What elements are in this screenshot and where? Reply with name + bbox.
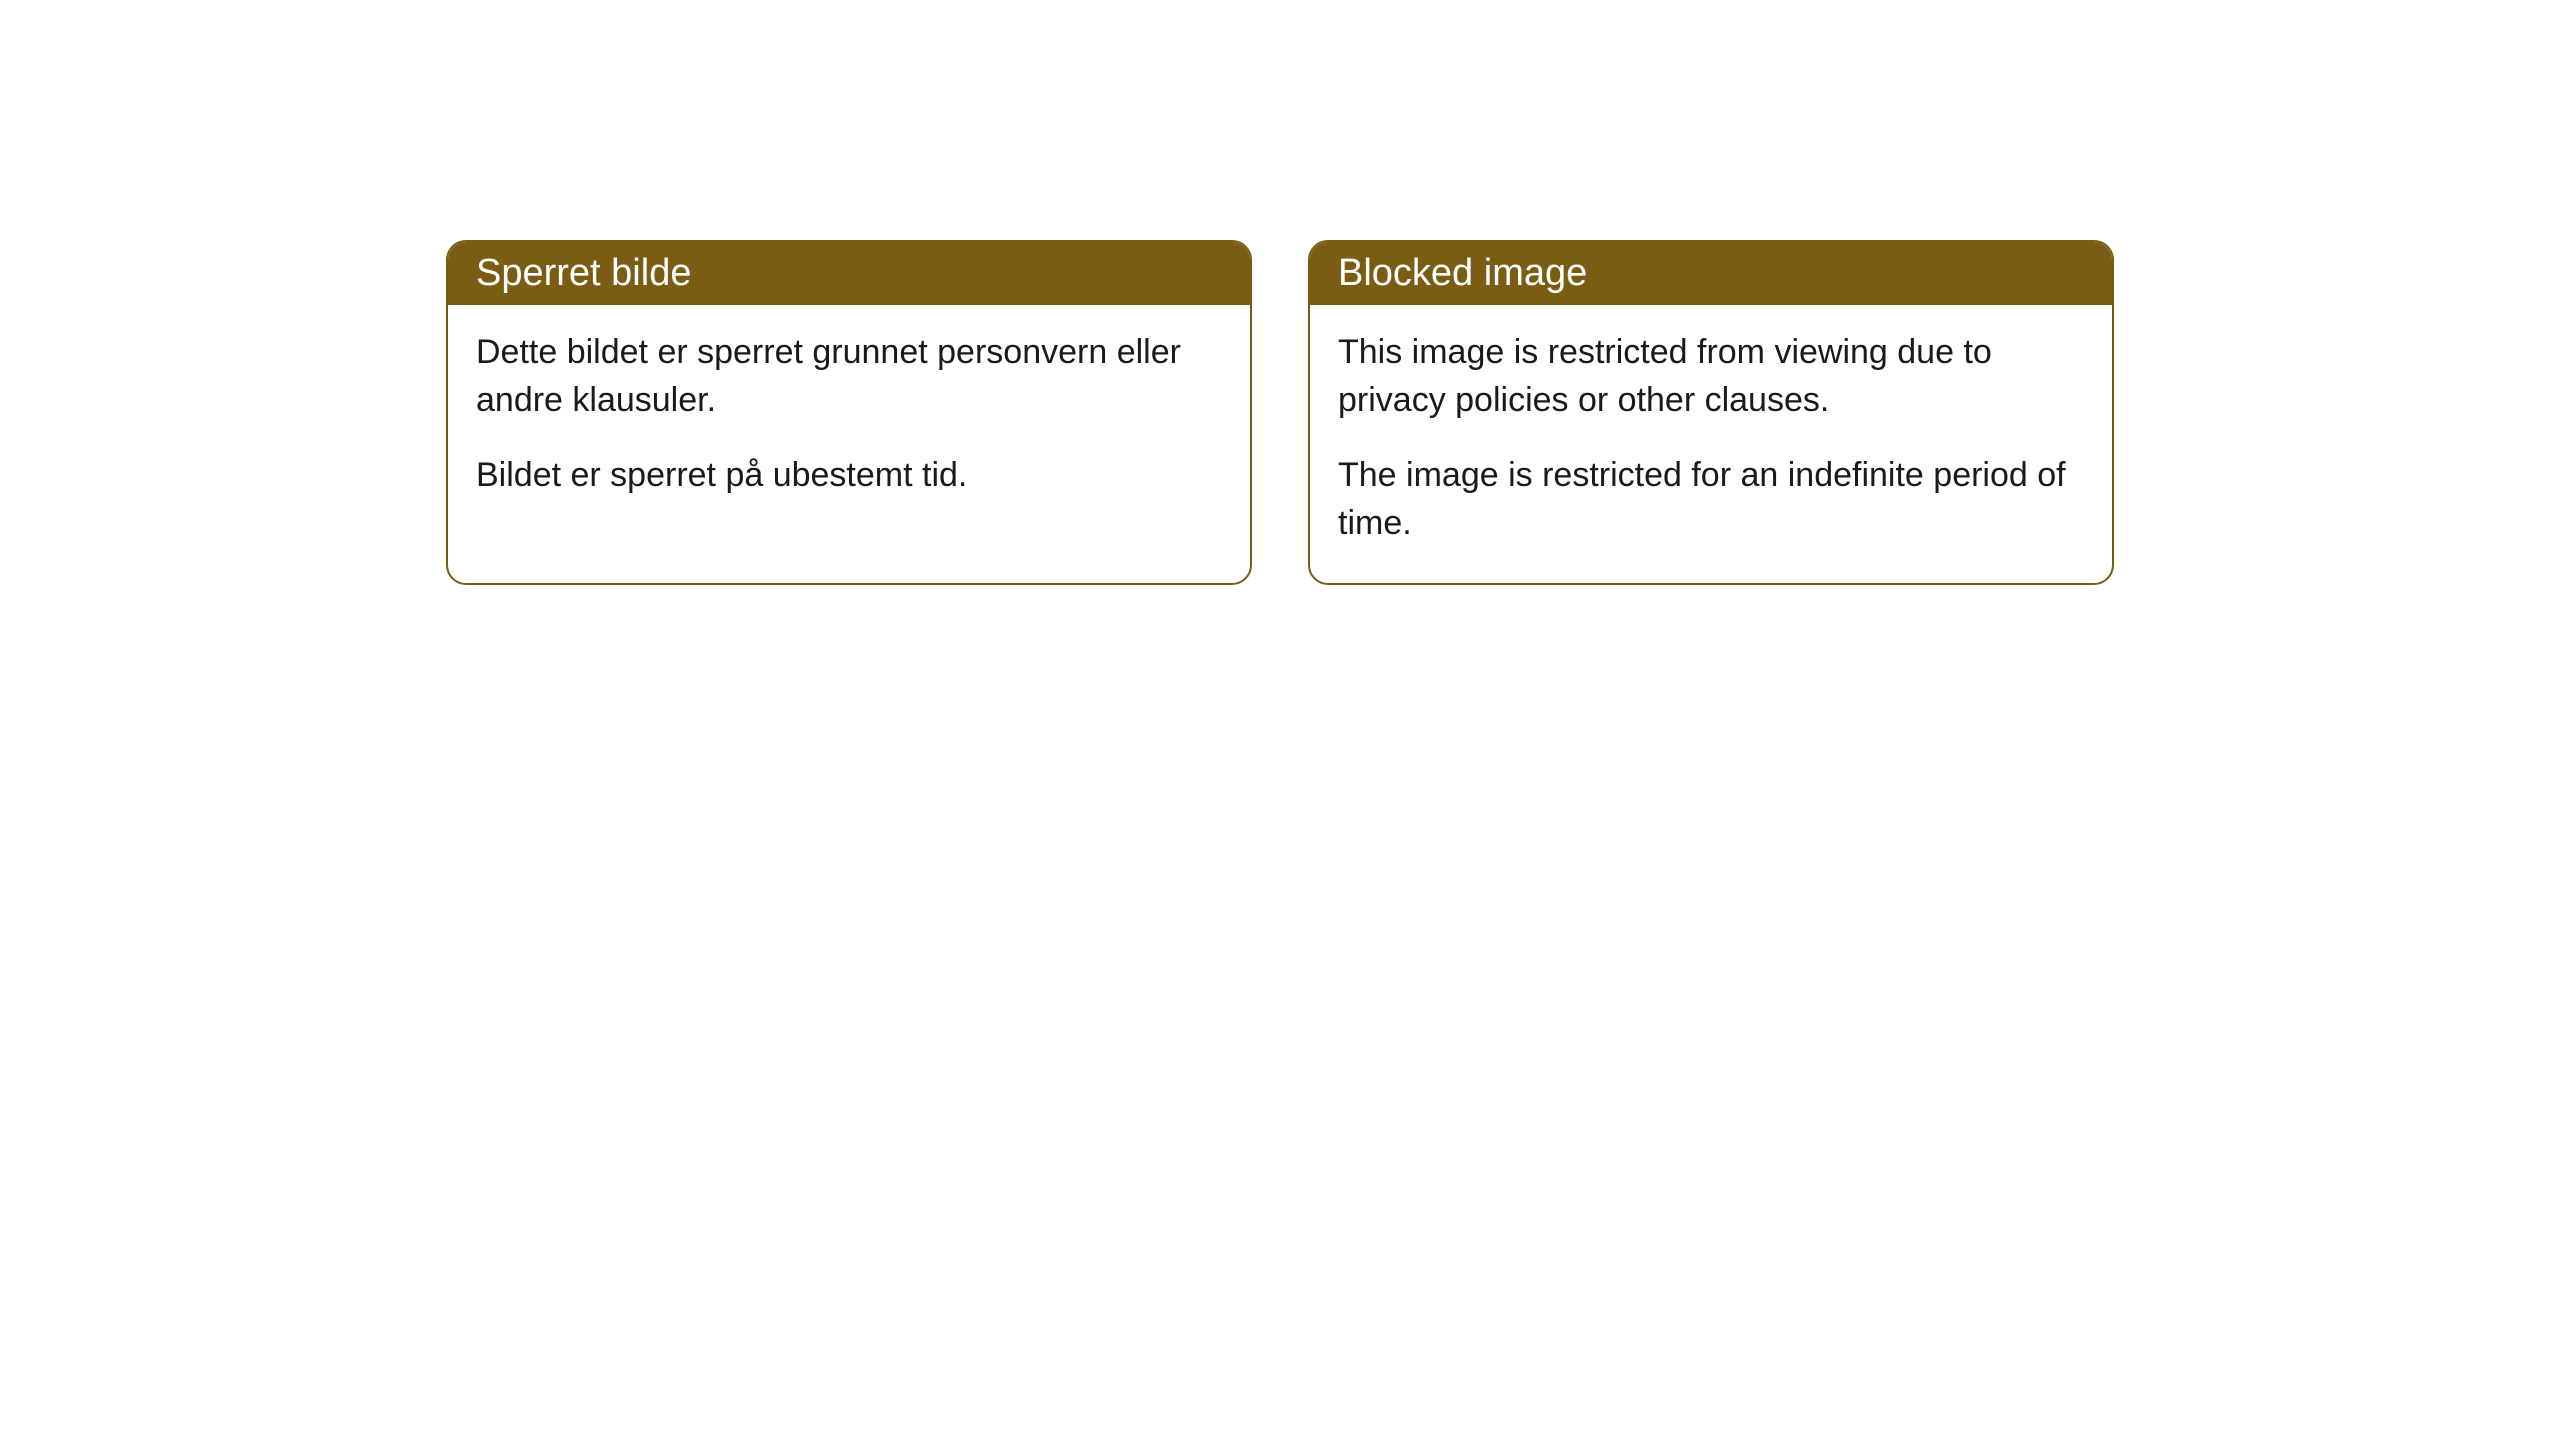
blocked-image-card-norwegian: Sperret bilde Dette bildet er sperret gr… (446, 240, 1252, 585)
card-paragraph: The image is restricted for an indefinit… (1338, 452, 2084, 547)
notice-container: Sperret bilde Dette bildet er sperret gr… (0, 240, 2560, 585)
card-paragraph: Dette bildet er sperret grunnet personve… (476, 329, 1222, 424)
card-body: This image is restricted from viewing du… (1310, 305, 2112, 583)
card-paragraph: Bildet er sperret på ubestemt tid. (476, 452, 1222, 500)
card-header: Sperret bilde (448, 242, 1250, 305)
card-paragraph: This image is restricted from viewing du… (1338, 329, 2084, 424)
card-body: Dette bildet er sperret grunnet personve… (448, 305, 1250, 536)
card-header: Blocked image (1310, 242, 2112, 305)
blocked-image-card-english: Blocked image This image is restricted f… (1308, 240, 2114, 585)
